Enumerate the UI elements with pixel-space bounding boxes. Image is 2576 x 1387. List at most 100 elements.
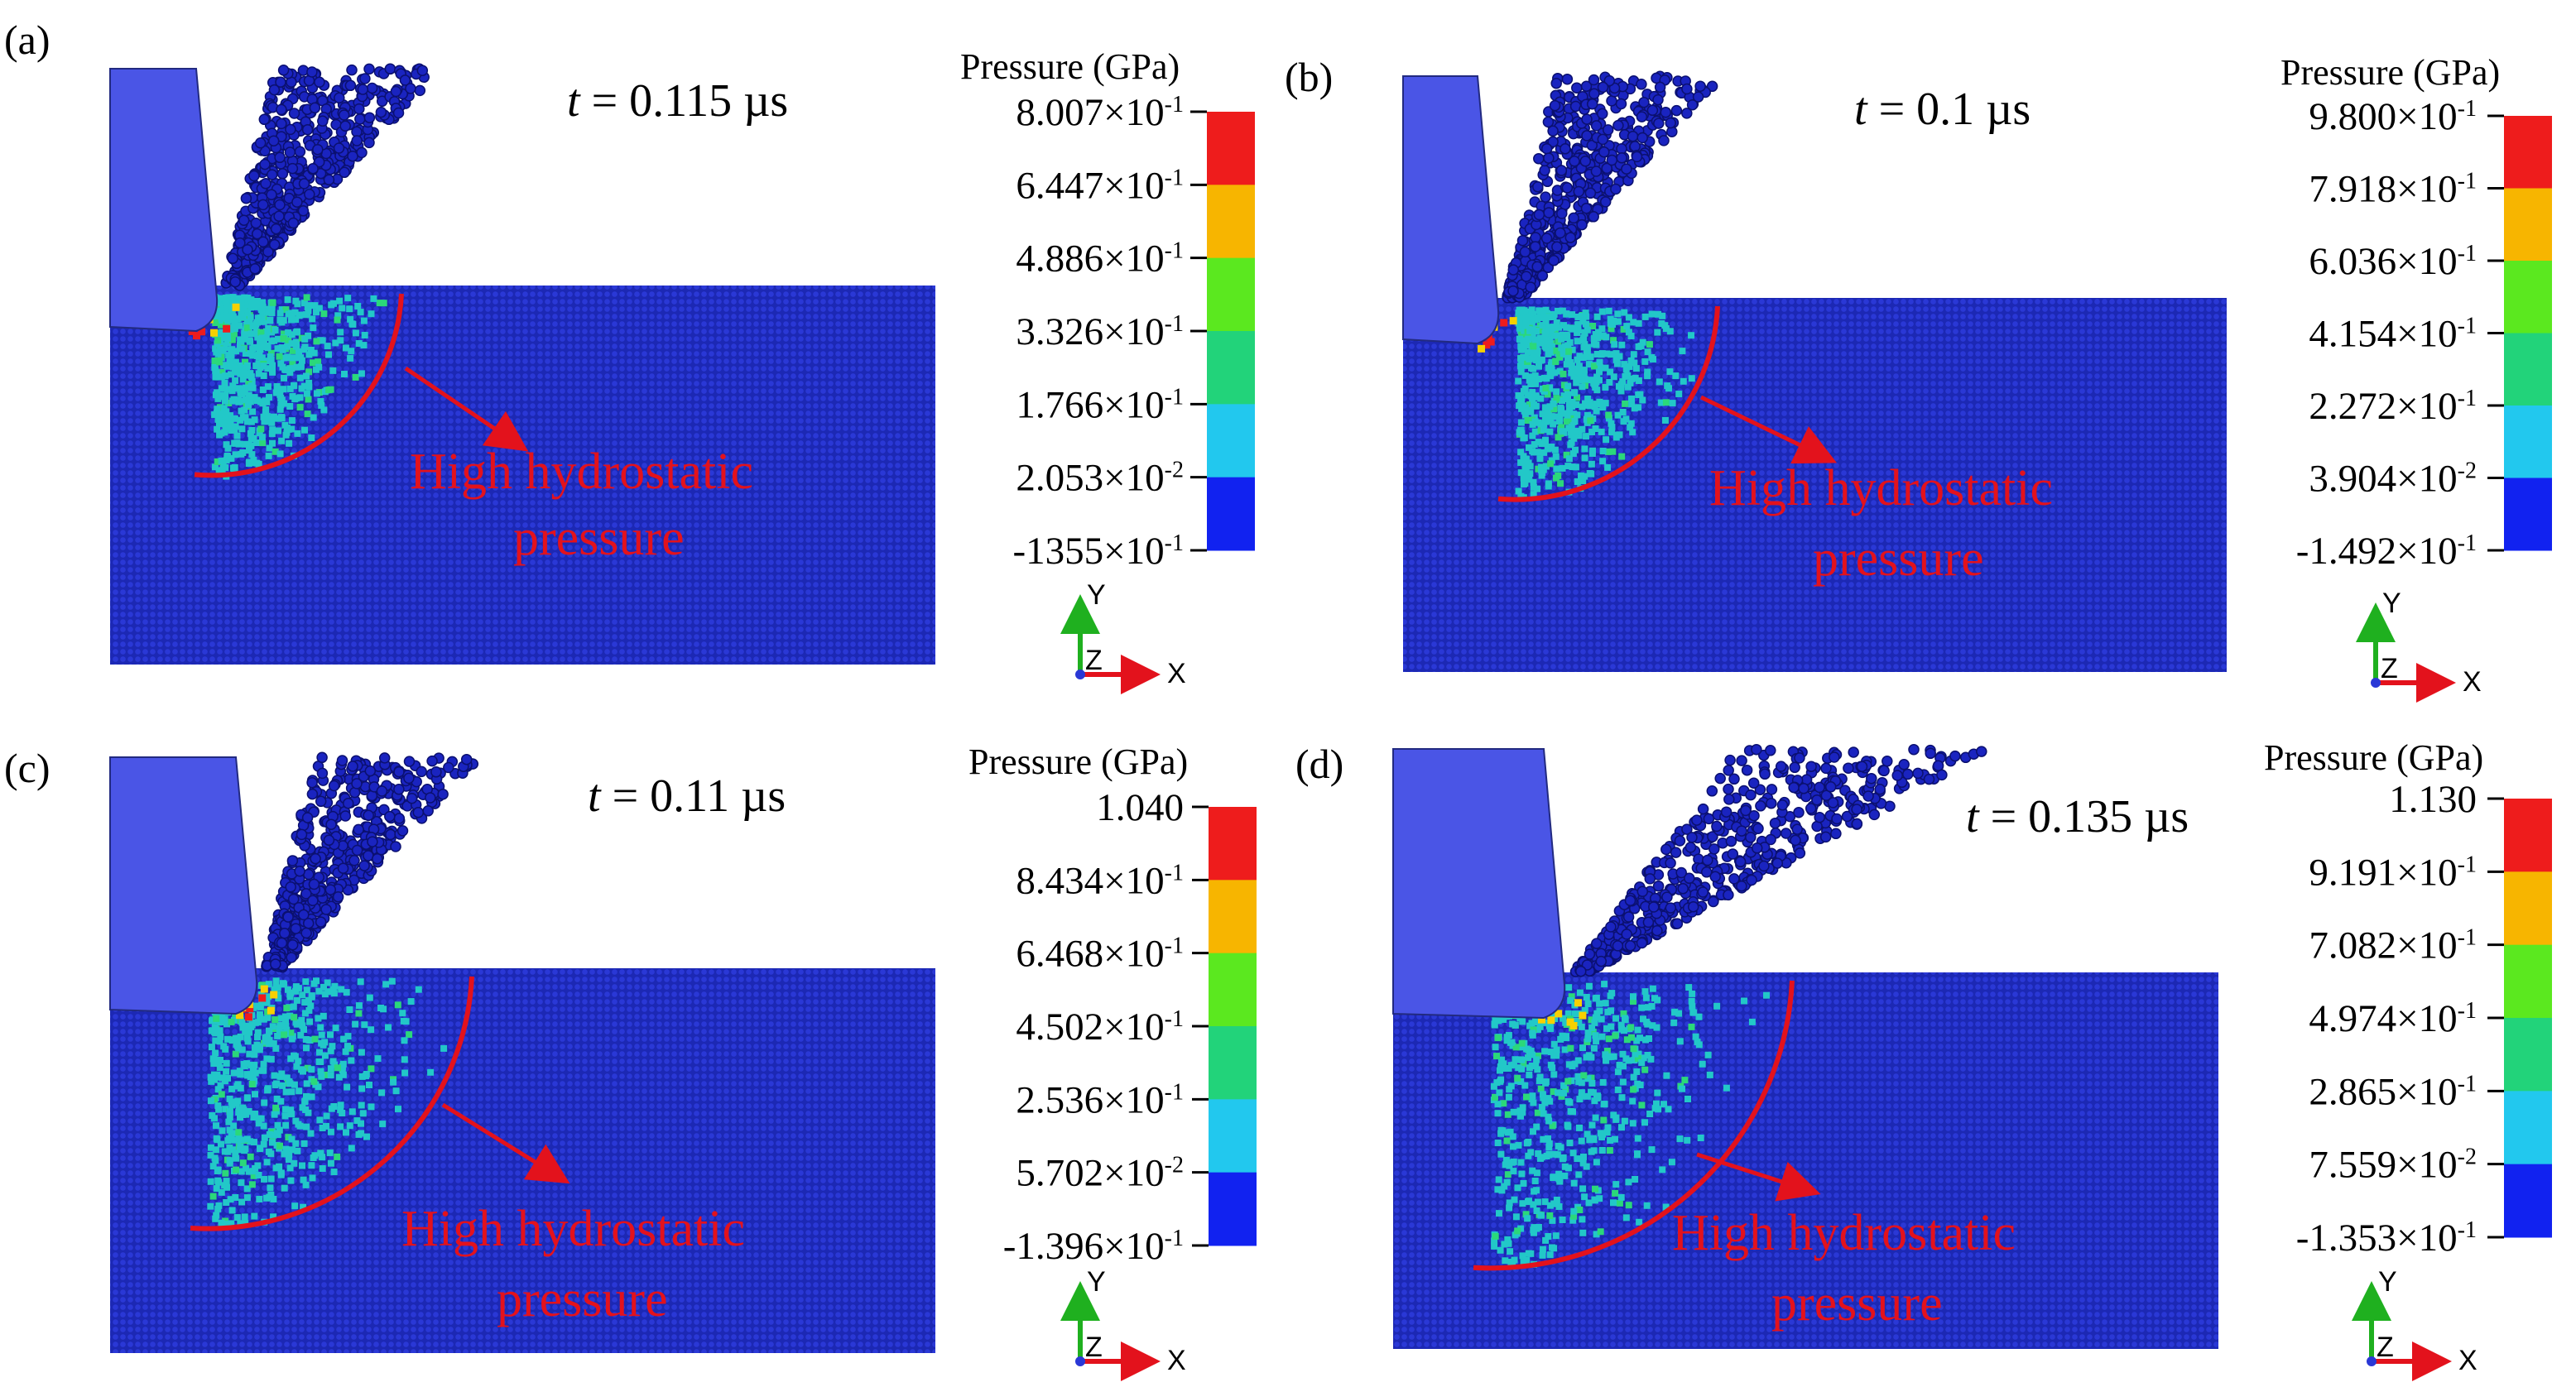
- color-band: [1207, 257, 1255, 332]
- tick-label: 2.865×10-1: [2309, 1070, 2477, 1113]
- tick-mantissa: 2.053×10: [1016, 457, 1164, 500]
- color-band: [2504, 944, 2552, 1019]
- tick-exponent: -1: [2458, 241, 2477, 266]
- tick-label: 4.502×10-1: [1016, 1005, 1184, 1049]
- tick-exponent: -1: [1165, 384, 1184, 410]
- tick-mantissa: 3.326×10: [1016, 310, 1164, 353]
- tick-label: -1.492×10-1: [2296, 530, 2477, 573]
- pressure-legend: Pressure (GPa)1.1309.191×10-17.082×10-14…: [2264, 737, 2552, 1260]
- tick-label: 2.053×10-2: [1016, 457, 1184, 500]
- tick-exponent: -1: [1165, 92, 1184, 118]
- axis-z-label: Z: [1085, 645, 1103, 676]
- tick-mantissa: -1355×10: [1013, 530, 1165, 573]
- tick-label: 3.326×10-1: [1016, 310, 1184, 353]
- tick-exponent: -1: [1165, 1079, 1184, 1105]
- color-band: [2504, 333, 2552, 406]
- time-value: = 0.135 µs: [1979, 791, 2189, 842]
- xyz-axis-triad-icon: Y X Z: [1060, 1266, 1186, 1381]
- tick-label: 2.272×10-1: [2309, 385, 2477, 428]
- workpiece-atoms: [110, 286, 935, 665]
- tick-mantissa: 7.918×10: [2309, 168, 2457, 211]
- tick-mantissa: 6.447×10: [1016, 164, 1164, 207]
- tick-exponent: -1: [2458, 386, 2477, 411]
- color-band: [1207, 331, 1255, 405]
- tick-mantissa: 2.865×10: [2309, 1070, 2457, 1113]
- tick-mantissa: 6.036×10: [2309, 240, 2457, 283]
- color-band: [1209, 1099, 1257, 1173]
- tick-mantissa: 8.007×10: [1016, 91, 1164, 134]
- tick-mantissa: 2.536×10: [1016, 1078, 1164, 1121]
- tick-label: -1.353×10-1: [2296, 1217, 2477, 1260]
- color-band: [2504, 406, 2552, 478]
- tick-label: 6.468×10-1: [1016, 933, 1184, 976]
- tick-exponent: -1: [2458, 925, 2477, 951]
- time-stamp: t = 0.1 µs: [1854, 84, 2031, 135]
- cutting-tool: [109, 756, 258, 1015]
- stress-zone: [1469, 306, 1695, 502]
- panel-label: (d): [1295, 741, 1343, 787]
- tick-label: 1.040: [1096, 786, 1184, 829]
- color-band: [2504, 871, 2552, 946]
- color-band: [1209, 807, 1257, 881]
- tick-mantissa: 5.702×10: [1016, 1152, 1164, 1195]
- annotation-line2: pressure: [1813, 530, 1984, 587]
- tick-mantissa: 7.082×10: [2309, 924, 2457, 967]
- time-value: = 0.11 µs: [601, 770, 786, 822]
- legend-title: Pressure (GPa): [968, 741, 1188, 782]
- tick-mantissa: 4.154×10: [2309, 313, 2457, 356]
- time-stamp: t = 0.11 µs: [588, 770, 786, 822]
- tick-label: 4.886×10-1: [1016, 238, 1184, 281]
- tick-mantissa: 9.800×10: [2309, 95, 2457, 138]
- tick-exponent: -1: [2458, 96, 2477, 122]
- tick-exponent: -1: [2458, 169, 2477, 194]
- tick-exponent: -1: [2458, 852, 2477, 877]
- tick-label: -1355×10-1: [1013, 530, 1185, 573]
- cutting-tool: [1402, 75, 1500, 345]
- cutting-tool: [1392, 748, 1566, 1020]
- tick-exponent: -2: [1165, 1153, 1184, 1178]
- xyz-axis-triad-icon: Y X Z: [1060, 579, 1186, 694]
- tick-mantissa: 3.904×10: [2309, 458, 2457, 501]
- tick-exponent: -1: [1165, 1226, 1184, 1251]
- tick-label: 6.447×10-1: [1016, 164, 1184, 207]
- tick-exponent: -1: [1165, 311, 1184, 337]
- annotation-line1: High hydrostatic: [1672, 1205, 2016, 1261]
- tick-label: 3.904×10-2: [2309, 458, 2477, 501]
- annotation-line2: pressure: [513, 510, 685, 566]
- tick-exponent: -1: [2458, 1071, 2477, 1097]
- tick-mantissa: 2.272×10: [2309, 385, 2457, 428]
- axis-y-label: Y: [2378, 1266, 2397, 1298]
- color-band: [2504, 1018, 2552, 1092]
- tick-mantissa: -1.396×10: [1003, 1225, 1165, 1268]
- red-arrow: [1699, 395, 1838, 464]
- tick-mantissa: 7.559×10: [2309, 1144, 2457, 1187]
- pressure-legend: Pressure (GPa)9.800×10-17.918×10-16.036×…: [2280, 52, 2552, 573]
- panel-label: (a): [4, 17, 50, 63]
- color-band: [1209, 953, 1257, 1027]
- tick-exponent: -1: [2458, 1217, 2477, 1243]
- pressure-legend: Pressure (GPa)1.0408.434×10-16.468×10-14…: [968, 741, 1257, 1268]
- color-band: [1209, 1172, 1257, 1246]
- chip-atoms: [1502, 70, 1718, 304]
- tick-label: 7.082×10-1: [2309, 924, 2477, 967]
- high-pressure-boundary: [1497, 305, 1720, 502]
- annotation-line1: High hydrostatic: [1709, 460, 2053, 516]
- time-value: = 0.1 µs: [1867, 84, 2031, 135]
- annotation-line2: pressure: [1771, 1275, 1943, 1332]
- legend-title: Pressure (GPa): [2280, 52, 2500, 93]
- tick-label: 9.800×10-1: [2309, 95, 2477, 138]
- tick-mantissa: 1.766×10: [1016, 383, 1164, 426]
- tick-label: 1.130: [2389, 778, 2477, 821]
- tick-mantissa: 1.130: [2389, 778, 2477, 821]
- high-pressure-boundary: [194, 293, 404, 478]
- tick-mantissa: 4.886×10: [1016, 238, 1164, 281]
- tick-mantissa: -1.353×10: [2296, 1217, 2458, 1260]
- panel-c: (c) t = 0.11 µs Pressure (GPa)1.040 8.434×1…: [4, 741, 1257, 1381]
- axis-z-label: Z: [1085, 1332, 1103, 1363]
- panel-label: (c): [4, 745, 50, 791]
- color-band: [2504, 188, 2552, 262]
- tick-exponent: -1: [2458, 314, 2477, 339]
- color-band: [1207, 185, 1255, 259]
- tick-exponent: -1: [1165, 530, 1184, 556]
- tick-label: 7.559×10-2: [2309, 1144, 2477, 1187]
